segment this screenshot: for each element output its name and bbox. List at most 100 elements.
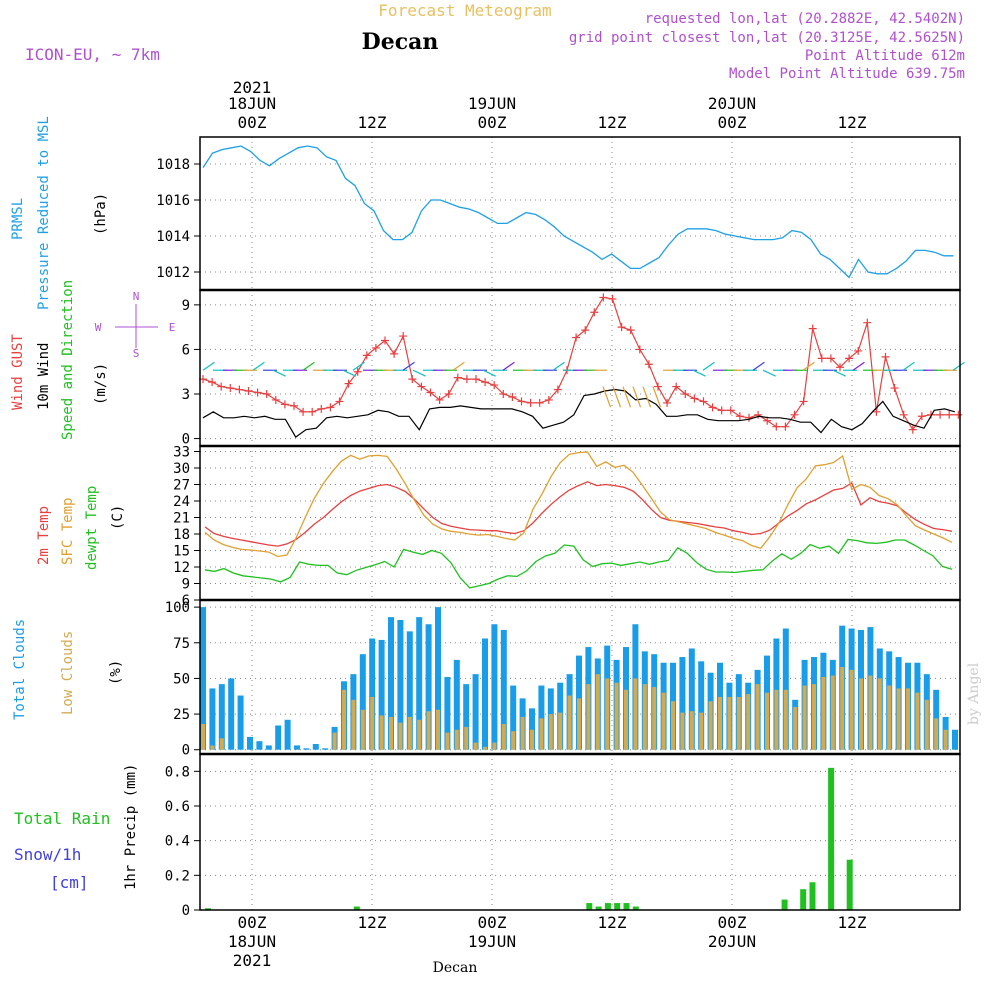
wind-direction-arrow xyxy=(952,361,965,371)
y-tick-label: 0 xyxy=(182,743,190,759)
wind-direction-arrow xyxy=(482,369,496,377)
gust-marker xyxy=(681,390,690,398)
low-clouds-bar xyxy=(370,696,375,750)
top-year-label: 2021 xyxy=(233,78,272,97)
low-clouds-bar xyxy=(943,729,948,750)
low-clouds-bar xyxy=(567,695,572,750)
wind-direction-arrow xyxy=(342,369,356,377)
wind-direction-arrow xyxy=(622,386,632,408)
low-clouds-bar xyxy=(765,692,769,750)
low-clouds-bar xyxy=(906,688,910,750)
low-clouds-bar xyxy=(379,715,384,750)
panel-frame xyxy=(199,289,961,447)
y-tick-label: 0 xyxy=(182,432,190,448)
y-tick-label: 1014 xyxy=(156,229,190,245)
low-clouds-bar xyxy=(398,722,403,750)
gust-marker xyxy=(945,410,954,419)
gust-marker xyxy=(308,407,317,416)
gust-marker xyxy=(917,412,926,421)
top-time-tick-label: 00Z xyxy=(718,113,747,132)
gust-marker xyxy=(544,395,553,404)
total-clouds-bar xyxy=(435,607,441,750)
wind-direction-arrow xyxy=(502,361,515,371)
gust-marker xyxy=(262,390,271,398)
compass-w: W xyxy=(95,321,102,334)
panel1-ylabel-prmsl: PRMSL xyxy=(10,198,26,240)
low-clouds-bar xyxy=(342,689,346,750)
y-tick-label: 15 xyxy=(173,544,190,560)
low-clouds-bar xyxy=(360,709,365,750)
panel5-label-total-rain: Total Rain xyxy=(14,809,110,828)
total-clouds-bar xyxy=(303,748,310,750)
gust-marker xyxy=(872,407,881,416)
gust-marker xyxy=(290,401,298,410)
y-tick-label: 0.6 xyxy=(165,799,190,815)
wind-direction-arrow xyxy=(702,361,715,371)
total-clouds-bar xyxy=(491,624,498,750)
gust-marker xyxy=(799,397,808,406)
low-clouds-bar xyxy=(868,675,873,750)
point-altitude: Point Altitude 612m xyxy=(805,48,965,64)
low-clouds-bar xyxy=(849,669,854,750)
gust-marker xyxy=(271,395,280,404)
wind-direction-arrow xyxy=(612,386,622,408)
gust-marker xyxy=(526,398,535,407)
top-time-tick-label: 12Z xyxy=(838,113,867,132)
low-clouds-bar xyxy=(746,694,751,750)
low-clouds-bar xyxy=(718,696,722,750)
gust-marker xyxy=(208,378,217,387)
gust-marker xyxy=(572,333,581,342)
low-clouds-bar xyxy=(351,699,356,750)
y-tick-label: 25 xyxy=(173,707,190,723)
y-tick-label: 33 xyxy=(173,445,190,461)
gust-marker xyxy=(672,382,681,391)
wind-direction-arrow xyxy=(352,361,365,371)
total-clouds-bar xyxy=(482,638,488,750)
low-clouds-bar xyxy=(783,689,788,750)
total-clouds-bar xyxy=(952,729,958,750)
panel4-ylabel-low: Low Clouds xyxy=(60,631,76,715)
total-clouds-bar xyxy=(256,741,263,750)
low-clouds-bar xyxy=(389,716,393,750)
y-tick-label: 1012 xyxy=(156,265,190,281)
low-clouds-bar xyxy=(558,712,563,750)
gust-marker xyxy=(654,382,662,391)
gust-marker xyxy=(808,324,817,333)
total-clouds-bar xyxy=(322,748,329,750)
wind-direction-arrow xyxy=(302,361,315,371)
bottom-year-label: 2021 xyxy=(233,951,272,970)
gust-marker xyxy=(235,385,244,394)
gust-marker xyxy=(781,422,790,431)
gust-marker xyxy=(490,381,499,390)
total-clouds-bar xyxy=(369,638,376,750)
gust-marker xyxy=(335,397,344,406)
gust-marker xyxy=(553,385,562,394)
panel-frame xyxy=(199,753,961,911)
low-clouds-bar xyxy=(887,685,892,750)
gust-marker xyxy=(899,410,908,419)
bottom-day-label: 20JUN xyxy=(708,932,756,951)
gust-marker xyxy=(381,336,389,345)
low-clouds-bar xyxy=(755,684,760,750)
total-clouds-bar xyxy=(237,695,244,750)
total-clouds-bar xyxy=(265,745,272,750)
location-title: Decan xyxy=(362,29,439,55)
rain-bar xyxy=(809,882,816,910)
low-clouds-bar xyxy=(595,674,600,750)
low-clouds-bar xyxy=(699,712,704,750)
y-tick-label: 100 xyxy=(165,600,190,616)
panel3-ylabel-dewpt: dewpt Temp xyxy=(84,486,100,570)
bottom-time-tick-label: 12Z xyxy=(598,913,627,932)
gust-marker xyxy=(590,308,599,317)
low-clouds-bar xyxy=(774,689,779,750)
low-clouds-bar xyxy=(464,726,469,750)
wind-direction-arrow xyxy=(692,369,706,377)
gust-marker xyxy=(635,345,644,354)
gust-marker xyxy=(908,425,917,434)
gust-marker xyxy=(517,397,526,406)
rain-bar xyxy=(595,906,602,910)
y-tick-label: 75 xyxy=(173,636,190,652)
y-tick-label: 9 xyxy=(182,298,190,314)
gust-marker xyxy=(390,349,399,358)
